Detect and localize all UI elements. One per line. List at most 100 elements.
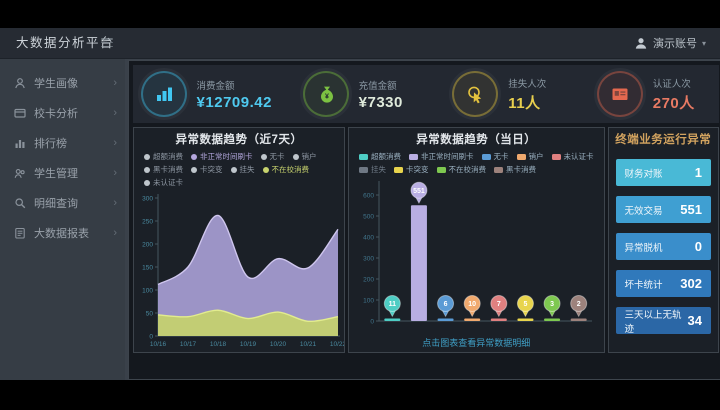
sidebar-item-2[interactable]: 校卡分析 ›	[0, 98, 125, 128]
svg-text:300: 300	[142, 196, 153, 203]
legend-marker	[494, 167, 503, 173]
svg-text:250: 250	[142, 219, 153, 226]
svg-text:5: 5	[523, 301, 527, 308]
legend-marker	[144, 154, 150, 160]
anomaly-row-value: 302	[680, 276, 702, 291]
legend-marker	[144, 180, 150, 186]
sidebar-item-label: 明细查询	[34, 198, 78, 210]
app-window: 大数据分析平台 演示账号 ▾ 学生画像 › 校卡分析 › 排行榜 › 学生管理 › 明细查询 › 大…	[0, 28, 720, 380]
chevron-right-icon: ›	[113, 167, 117, 179]
anomaly-row-label: 财务对账	[624, 168, 663, 180]
terminal-anomaly-row-4[interactable]: 坏卡统计 302	[615, 270, 711, 297]
panel-terminal-anomaly: 终端业务运行异常 财务对账 1 无效交易 551 异常脱机 0 坏卡统计 302 三天以上无轨迹…	[607, 127, 719, 353]
sidebar-item-5[interactable]: 明细查询 ›	[0, 188, 125, 218]
terminal-anomaly-row-3[interactable]: 异常脱机 0	[615, 233, 711, 260]
svg-text:200: 200	[363, 277, 374, 284]
money-bag-icon: ¥	[316, 84, 336, 104]
kpi-text: 挂失人次 11人	[508, 76, 546, 113]
query-icon	[14, 197, 26, 209]
svg-text:100: 100	[363, 298, 374, 305]
legend-item[interactable]: 挂失	[230, 165, 255, 175]
legend-item[interactable]: 挂失	[359, 165, 386, 175]
legend-item[interactable]: 未认证卡	[144, 178, 183, 188]
kpi-value: 270人	[652, 94, 695, 112]
legend-marker	[481, 154, 491, 160]
sidebar-item-label: 学生管理	[34, 168, 78, 180]
user-icon	[635, 38, 647, 49]
legend-label: 无卡	[493, 152, 509, 161]
kpi-value: ¥12709.42	[196, 93, 272, 111]
svg-text:200: 200	[142, 242, 153, 249]
area-chart: 0 50 100 150 200 250 300 10/16 10/17 10/18 10/19 10…	[142, 194, 344, 348]
legend-marker	[230, 167, 237, 173]
legend-marker	[191, 167, 197, 173]
svg-text:100: 100	[142, 288, 153, 295]
kpi-card-2: ¥ 充值金额 ¥7330	[280, 65, 427, 123]
terminal-anomaly-row-5[interactable]: 三天以上无轨迹 34	[615, 307, 711, 335]
sidebar-item-4[interactable]: 学生管理 ›	[0, 158, 125, 188]
terminal-anomaly-row-2[interactable]: 无效交易 551	[615, 196, 711, 223]
menu-toggle-icon[interactable]	[101, 38, 113, 48]
svg-text:3: 3	[550, 301, 554, 308]
user-name: 演示账号	[652, 38, 697, 50]
sidebar-item-6[interactable]: 大数据报表 ›	[0, 218, 125, 248]
legend-item[interactable]: 无卡	[260, 152, 285, 162]
legend-item[interactable]: 非正常时间刷卡	[191, 152, 253, 162]
legend-item[interactable]: 无卡	[481, 152, 509, 162]
legend-item[interactable]: 黑卡消费	[144, 165, 183, 175]
terminal-anomaly-row-1[interactable]: 财务对账 1	[615, 159, 711, 186]
kpi-label: 消费金额	[196, 80, 235, 92]
legend-label: 黑卡消费	[153, 165, 183, 174]
legend-item[interactable]: 未认证卡	[551, 152, 594, 162]
svg-text:10/18: 10/18	[210, 341, 227, 348]
legend-row: 超额消费 非正常时间刷卡 无卡 销户 未认证卡	[355, 151, 598, 164]
sidebar-item-1[interactable]: 学生画像 ›	[0, 68, 125, 98]
kpi-card-4: 认证人次 270人	[573, 65, 720, 123]
legend-label: 挂失	[371, 165, 386, 174]
chevron-right-icon: ›	[113, 107, 117, 119]
legend-item[interactable]: 黑卡消费	[494, 165, 536, 175]
legend-label: 销户	[301, 152, 317, 161]
legend-item[interactable]: 不在校消费	[262, 165, 309, 175]
legend-label: 非正常时间刷卡	[421, 152, 474, 161]
legend-item[interactable]: 超额消费	[359, 152, 401, 162]
legend-label: 卡突变	[200, 165, 223, 174]
svg-text:300: 300	[363, 256, 374, 263]
legend-item[interactable]: 卡突变	[394, 165, 429, 175]
legend-item[interactable]: 卡突变	[191, 165, 223, 175]
legend-item[interactable]: 非正常时间刷卡	[409, 152, 474, 162]
terminal-anomaly-rows: 财务对账 1 无效交易 551 异常脱机 0 坏卡统计 302 三天以上无轨迹 34	[609, 150, 719, 335]
legend-marker	[359, 154, 368, 160]
panel-title-7days: 异常数据趋势（近7天）	[175, 134, 303, 146]
dashboard-panel: 消费金额 ¥12709.42 ¥ 充值金额 ¥7330 挂失人次 11人 认证人次 270人 异…	[128, 60, 720, 380]
top-header: 大数据分析平台 演示账号 ▾	[0, 28, 720, 58]
letterbox-bottom	[0, 380, 720, 410]
kpi-value: 11人	[508, 94, 541, 112]
chevron-right-icon: ›	[113, 137, 117, 149]
legend-item[interactable]: 销户	[516, 152, 544, 162]
svg-text:10: 10	[468, 301, 476, 308]
chevron-right-icon: ›	[113, 197, 117, 209]
legend-item[interactable]: 超额消费	[144, 152, 183, 162]
chart-footer-link[interactable]: 点击图表查看异常数据明细	[422, 338, 531, 348]
report-icon	[14, 227, 26, 239]
panel-title-terminal: 终端业务运行异常	[615, 134, 712, 146]
legend-item[interactable]: 不在校消费	[436, 165, 486, 175]
sidebar-item-3[interactable]: 排行榜 ›	[0, 128, 125, 158]
chevron-right-icon: ›	[113, 77, 117, 89]
kpi-ring	[452, 71, 499, 117]
svg-text:6: 6	[443, 301, 447, 308]
sidebar-item-label: 大数据报表	[34, 228, 89, 240]
main-content: 消费金额 ¥12709.42 ¥ 充值金额 ¥7330 挂失人次 11人 认证人次 270人 异…	[125, 58, 720, 380]
legend-label: 无卡	[269, 152, 285, 161]
card-icon	[14, 107, 26, 119]
legend-marker	[191, 154, 197, 160]
user-menu[interactable]: 演示账号 ▾	[634, 28, 706, 58]
legend-item[interactable]: 销户	[292, 152, 317, 162]
chart-panels-row: 异常数据趋势（近7天） 超额消费 非正常时间刷卡 无卡 销户 黑卡消费 卡突变 挂失 不在校消…	[133, 127, 719, 353]
legend-label: 超额消费	[371, 152, 401, 161]
legend-marker	[436, 167, 446, 173]
kpi-label: 挂失人次	[508, 78, 547, 90]
kpi-card-1: 消费金额 ¥12709.42	[133, 65, 280, 123]
svg-text:551: 551	[413, 188, 425, 195]
